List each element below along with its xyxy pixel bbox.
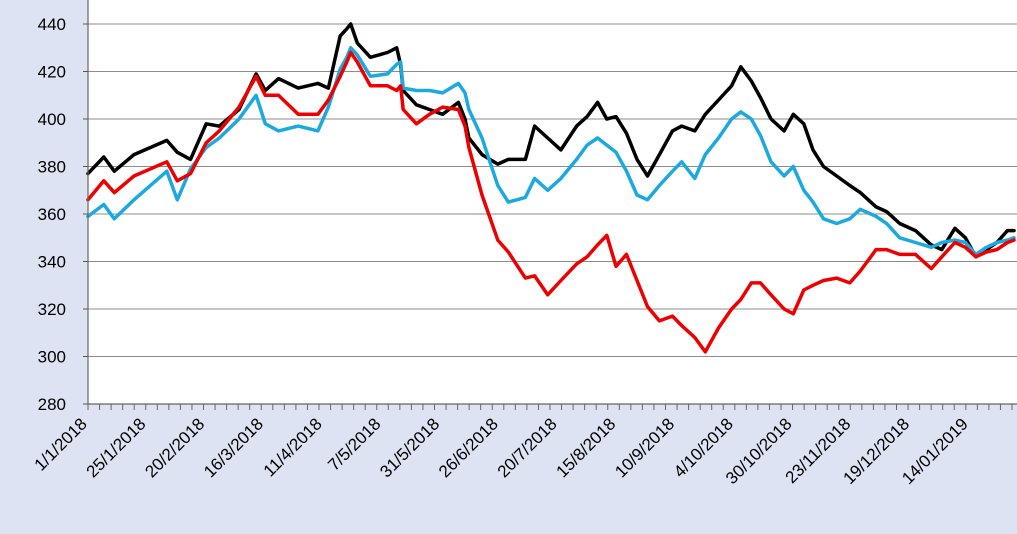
series-line-3	[86, 50, 1016, 354]
x-tick-label: 11/4/2018	[260, 414, 326, 480]
x-tick-label: 7/5/2018	[324, 414, 384, 474]
y-axis-tick-labels: 280 300 320 340 360 380 400 420 440	[38, 15, 88, 414]
y-tick-label: 380	[38, 158, 66, 177]
series-lines	[86, 22, 1016, 354]
x-tick-label: 16/3/2018	[200, 414, 267, 481]
x-axis-tick-labels: 1/1/201825/1/201820/2/201816/3/201811/4/…	[31, 414, 972, 488]
y-tick-label: 360	[38, 205, 66, 224]
plot-area	[88, 0, 1017, 404]
gridlines	[88, 23, 1017, 357]
x-tick-label: 1/1/2018	[31, 414, 91, 474]
y-tick-label: 420	[38, 63, 66, 82]
x-tick-label: 20/2/2018	[141, 414, 208, 481]
y-tick-label: 340	[38, 253, 66, 272]
x-tick-label: 15/8/2018	[553, 414, 620, 481]
series-line-2	[86, 46, 1016, 257]
x-tick-label: 31/5/2018	[376, 414, 443, 481]
y-tick-label: 300	[38, 348, 66, 367]
x-tick-label: 26/6/2018	[435, 414, 502, 481]
x-tick-label: 25/1/2018	[83, 414, 150, 481]
x-tick-label: 10/9/2018	[611, 414, 678, 481]
y-tick-label: 440	[38, 15, 66, 34]
series-line-1	[86, 22, 1016, 259]
y-tick-label: 280	[38, 395, 66, 414]
y-tick-label: 400	[38, 110, 66, 129]
y-tick-label: 320	[38, 300, 66, 319]
x-tick-label: 20/7/2018	[494, 414, 561, 481]
axes	[87, 0, 1017, 410]
